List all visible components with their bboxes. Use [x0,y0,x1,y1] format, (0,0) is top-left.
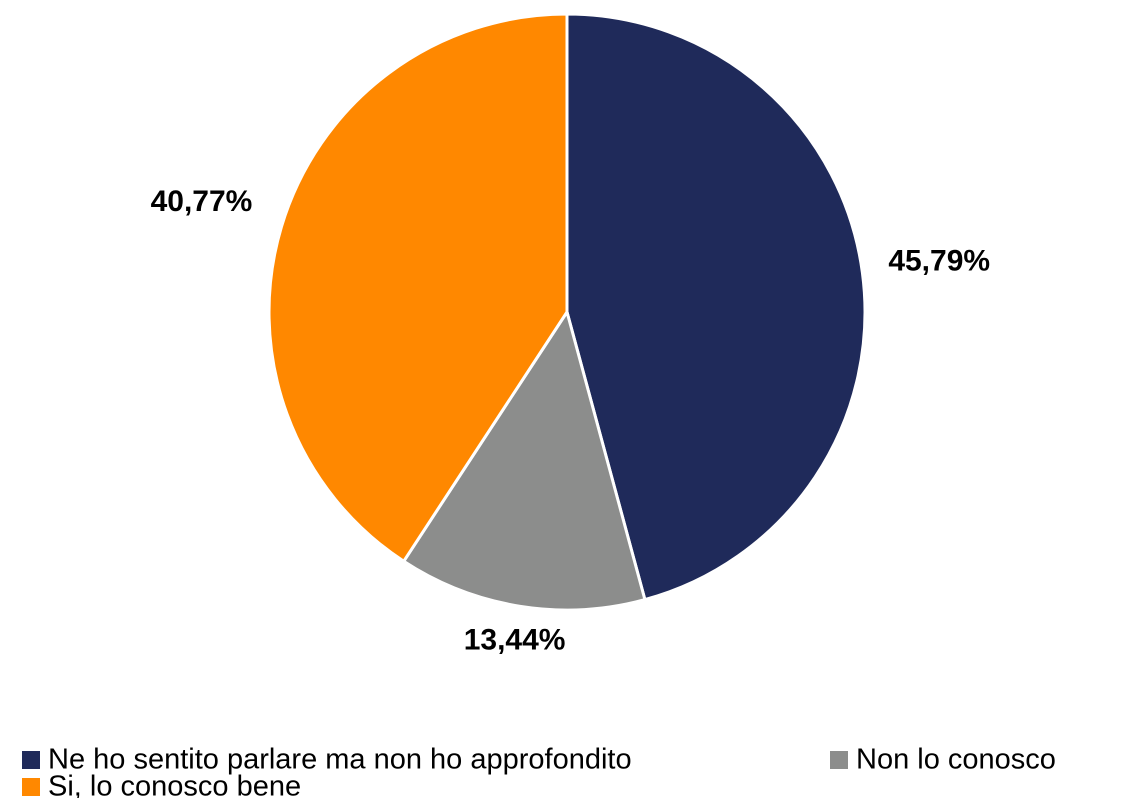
legend-swatch [830,751,848,769]
legend-swatch [22,778,40,796]
pie-slice [267,12,569,564]
legend-swatch [22,751,40,769]
value-label: 45,79% [888,244,990,277]
pie-slice [401,308,647,612]
legend-label: Ne ho sentito parlare ma non ho approfon… [48,744,632,776]
legend-label: Non lo conosco [856,744,1056,776]
legend-label: Si, lo conosco bene [48,771,301,798]
pie-slice [565,12,867,602]
value-label: 40,77% [151,185,253,218]
value-label: 13,44% [464,624,566,657]
